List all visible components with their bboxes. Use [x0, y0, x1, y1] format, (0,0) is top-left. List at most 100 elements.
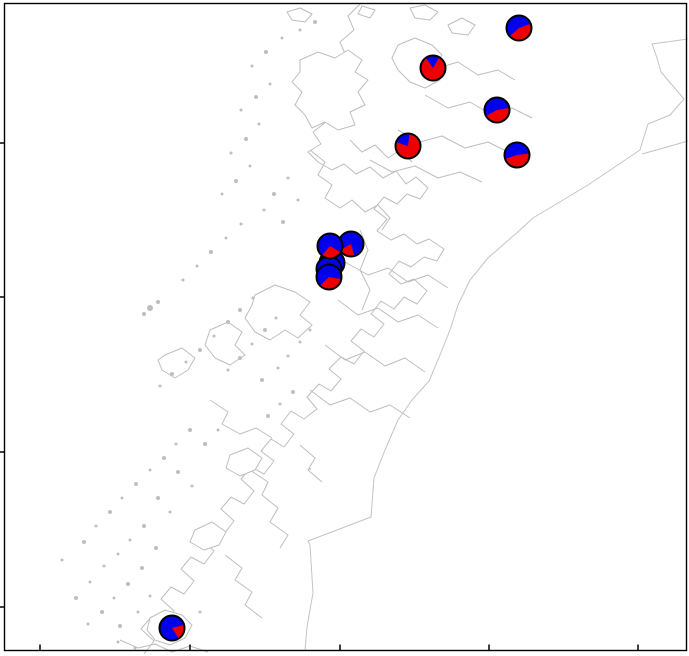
pie-red-slice	[321, 246, 341, 259]
islet-speckle	[128, 538, 132, 542]
islet-speckle	[298, 28, 302, 32]
islet-speckle	[86, 622, 90, 626]
coastline-path	[369, 159, 483, 183]
islet-speckle	[281, 220, 285, 224]
islet-speckle	[257, 122, 261, 126]
islet-speckle	[226, 320, 230, 324]
coastline-path	[344, 261, 449, 289]
island-outline	[225, 447, 263, 477]
islet-speckle	[313, 20, 317, 24]
islet-speckle	[250, 64, 254, 68]
pie-marker-site-3	[483, 96, 511, 124]
islet-speckle	[286, 354, 290, 358]
islet-speckle	[184, 360, 188, 364]
islet-speckle	[244, 137, 248, 141]
islet-speckle	[262, 208, 266, 212]
islet-speckle	[181, 278, 185, 282]
pie-marker-site-2	[419, 54, 447, 82]
pie-marker-site-1	[505, 14, 533, 42]
islet-speckle	[251, 296, 255, 300]
islet-speckle	[142, 312, 146, 316]
islet-speckle	[309, 468, 311, 470]
islet-speckle	[126, 582, 130, 586]
islet-speckle	[198, 348, 202, 352]
coastline-path	[299, 444, 323, 483]
islet-speckle	[102, 564, 106, 568]
national-border-line	[304, 38, 689, 652]
islet-speckle	[136, 610, 140, 614]
islet-speckle	[133, 646, 137, 650]
islet-speckle	[147, 305, 153, 311]
plot-frame	[3, 2, 688, 652]
islet-speckle	[264, 50, 268, 54]
pie-red-slice	[420, 57, 446, 81]
islet-speckle	[229, 151, 233, 155]
island-outline	[447, 17, 476, 36]
islet-speckle	[94, 524, 98, 528]
national-border-line	[641, 140, 689, 155]
islet-speckle	[209, 250, 213, 254]
islet-speckle	[120, 496, 124, 500]
coastline-path	[337, 299, 439, 329]
islet-speckle	[280, 36, 284, 40]
islet-speckle	[216, 428, 220, 432]
islet-speckle	[88, 580, 92, 584]
island-outline	[189, 521, 227, 551]
islet-speckle	[212, 334, 216, 338]
pie-red-slice	[509, 23, 532, 41]
islet-speckle	[308, 328, 312, 332]
islet-speckle	[268, 82, 272, 86]
islet-speckle	[220, 192, 224, 196]
islet-speckle	[174, 442, 178, 446]
coastline-path	[324, 344, 426, 373]
pie-outline	[419, 54, 447, 82]
islet-speckle	[148, 594, 152, 598]
island-outline	[286, 7, 313, 23]
islet-speckle	[154, 546, 158, 550]
islet-speckle	[195, 264, 199, 268]
islet-speckle	[234, 179, 238, 183]
coastline-path	[249, 469, 289, 549]
islet-speckle	[298, 340, 302, 344]
islet-speckle	[156, 496, 160, 500]
islet-speckle	[291, 390, 295, 394]
island-outline	[357, 5, 376, 19]
pie-outline	[315, 263, 343, 291]
islet-speckle	[170, 372, 174, 376]
islet-speckle	[272, 192, 276, 196]
islet-speckle	[162, 456, 166, 460]
islet-speckle	[82, 540, 86, 544]
islet-speckle	[140, 566, 144, 570]
pie-red-slice	[395, 133, 421, 159]
islet-speckle	[248, 164, 252, 168]
island-outline	[204, 321, 246, 366]
islet-speckle	[198, 610, 202, 614]
pie-outline	[158, 614, 186, 642]
island-outline	[409, 4, 439, 21]
islet-speckle	[278, 402, 282, 406]
pie-outline	[394, 132, 422, 160]
islet-speckle	[112, 596, 116, 600]
islet-speckle	[239, 108, 243, 112]
pie-red-slice	[505, 153, 530, 168]
islet-speckle	[168, 510, 172, 514]
pie-outline	[505, 14, 533, 42]
islet-speckle	[276, 366, 280, 370]
islet-speckle	[116, 552, 120, 556]
pie-marker-site-5	[503, 141, 531, 169]
islet-speckle	[118, 624, 122, 628]
islet-speckle	[74, 596, 78, 600]
islet-speckle	[224, 236, 228, 240]
islet-speckle	[60, 558, 64, 562]
islet-speckle	[254, 95, 258, 99]
islet-speckle	[263, 328, 267, 332]
islet-speckle	[203, 442, 207, 446]
islet-speckle	[238, 356, 242, 360]
islet-speckle	[238, 308, 242, 312]
pie-marker-site-6	[337, 230, 365, 258]
pie-marker-site-10	[315, 263, 343, 291]
pie-outline	[503, 141, 531, 169]
islet-speckle	[100, 610, 104, 614]
